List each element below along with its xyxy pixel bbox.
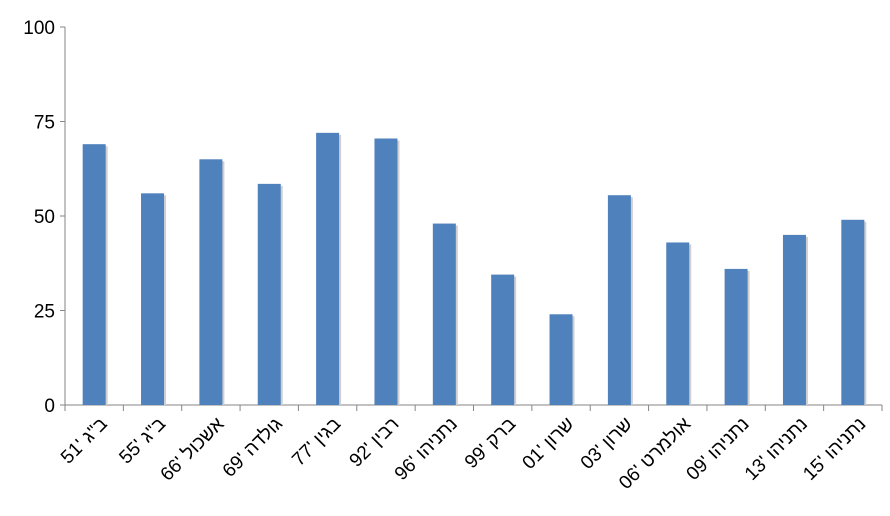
- y-tick-label: 75: [34, 113, 55, 134]
- x-tick-label: ב"ג '51: [57, 414, 112, 469]
- x-tick-label: ב"ג '55: [115, 414, 170, 469]
- y-tick-label: 50: [34, 207, 55, 228]
- x-tick-label: רבין '92: [346, 414, 404, 472]
- x-tick-label: נתניהו '96: [391, 414, 462, 485]
- bar: [666, 242, 690, 405]
- x-tick-label: ברק '99: [461, 414, 520, 473]
- y-tick-label: 0: [44, 396, 55, 417]
- bar: [82, 144, 106, 405]
- bar: [724, 268, 748, 405]
- y-tick-label: 100: [23, 18, 55, 39]
- x-tick-label: נתניהו '09: [683, 414, 754, 485]
- y-tick-label: 25: [34, 302, 55, 323]
- bar: [374, 138, 398, 405]
- bar: [432, 223, 456, 405]
- bar: [782, 234, 806, 405]
- bar: [841, 219, 865, 405]
- x-tick-label: אשכול '66: [157, 414, 229, 486]
- bar: [607, 195, 631, 405]
- bar: [141, 193, 165, 405]
- x-tick-label: שרון '03: [577, 414, 637, 474]
- x-tick-label: נתניהו '15: [799, 414, 870, 485]
- x-tick-label: גולדה '69: [219, 414, 287, 482]
- x-tick-label: בגין '77: [288, 414, 345, 471]
- x-tick-label: נתניהו '13: [741, 414, 812, 485]
- bar: [199, 159, 223, 405]
- bar: [257, 183, 281, 405]
- x-tick-label: שרון '01: [519, 414, 579, 474]
- bar: [549, 314, 573, 405]
- bar: [316, 132, 340, 405]
- bar: [491, 274, 515, 405]
